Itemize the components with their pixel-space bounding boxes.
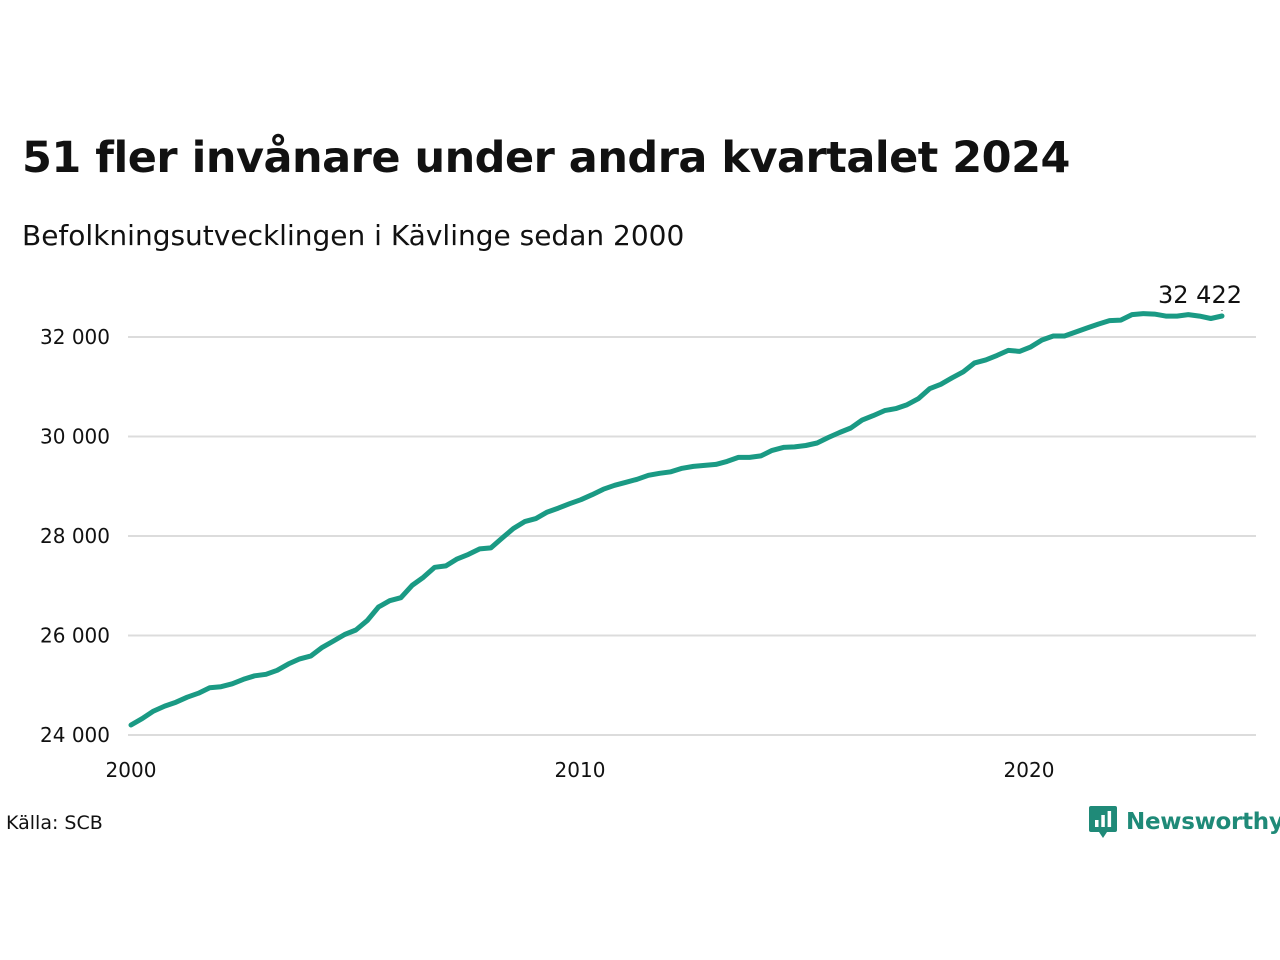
x-axis-tick-labels: 2000 2010 2020 <box>106 758 1055 782</box>
y-tick-label: 32 000 <box>40 325 110 349</box>
x-tick-label: 2020 <box>1004 758 1055 782</box>
chart-subtitle: Befolkningsutvecklingen i Kävlinge sedan… <box>22 219 685 252</box>
end-value-layer: 32 422 <box>1158 281 1242 312</box>
gridlines <box>128 336 1256 736</box>
population-series-line <box>128 311 1225 728</box>
source-note: Källa: SCB <box>6 812 103 834</box>
x-tick-label: 2000 <box>106 758 157 782</box>
y-axis-tick-labels: 24 000 26 000 28 000 30 000 32 000 <box>40 325 110 747</box>
y-tick-label: 26 000 <box>40 624 110 648</box>
chart-title: 51 fler invånare under andra kvartalet 2… <box>22 133 1070 183</box>
y-tick-label: 24 000 <box>40 723 110 747</box>
newsworthy-logo-icon <box>1089 806 1117 838</box>
y-tick-label: 30 000 <box>40 425 110 449</box>
y-tick-label: 28 000 <box>40 524 110 548</box>
end-value-label: 32 422 <box>1158 281 1242 309</box>
series-layer <box>128 311 1225 728</box>
brand-logo: Newsworthy <box>1088 805 1280 839</box>
brand-name: Newsworthy <box>1126 809 1280 835</box>
x-tick-label: 2010 <box>555 758 606 782</box>
